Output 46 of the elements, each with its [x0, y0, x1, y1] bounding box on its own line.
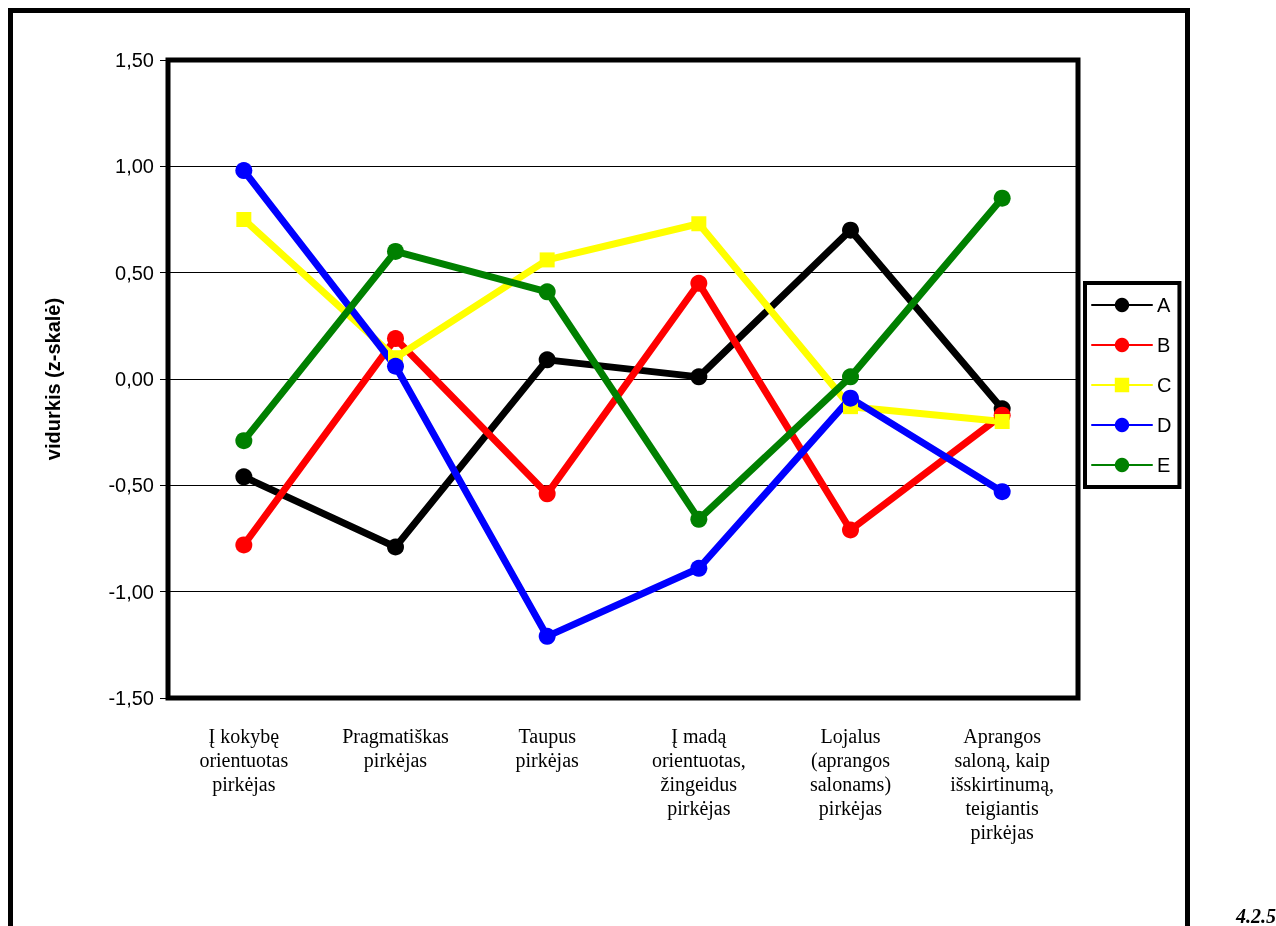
point: [842, 368, 859, 386]
x-tick-label: Pragmatiškas pirkėjas: [342, 725, 450, 772]
point: [842, 521, 859, 539]
point: [236, 212, 252, 227]
point: [690, 510, 708, 528]
point: [690, 559, 708, 577]
point: [387, 538, 404, 556]
y-tick-label: 0,00: [115, 368, 154, 390]
y-tick-label: -1,50: [108, 687, 154, 709]
y-tick-label: -0,50: [108, 474, 154, 497]
legend-label: D: [1157, 414, 1172, 436]
x-tick-label: Į madą orientuotas, žingeidus pirkėjas: [651, 725, 746, 820]
legend-label: B: [1157, 334, 1171, 356]
y-tick-label: -1,00: [108, 580, 154, 603]
legend-label: A: [1157, 294, 1171, 316]
x-tick-label: Į kokybę orientuotas pirkėjas: [199, 725, 289, 796]
y-tick-label: 1,50: [115, 49, 154, 71]
point: [387, 330, 404, 348]
x-tick-label: Lojalus (aprangos salonams) pirkėjas: [809, 725, 892, 820]
point: [842, 389, 859, 407]
y-tick-label: 1,00: [115, 155, 154, 178]
point: [235, 432, 253, 450]
point: [690, 368, 708, 386]
point: [538, 627, 556, 645]
legend-label: C: [1157, 374, 1172, 396]
x-tick-label: Aprangos saloną, kaip išskirtinumą, teigiantis pirkėjas: [950, 725, 1055, 844]
point: [691, 216, 707, 232]
point: [538, 485, 556, 503]
point: [235, 162, 253, 180]
text: 4.2.5: [1235, 905, 1276, 926]
point: [538, 351, 556, 369]
point: [994, 414, 1010, 430]
point: [993, 189, 1011, 207]
y-axis-title: vidurkis (z-skalė): [42, 297, 64, 461]
x-tick-label: Taupus pirkėjas: [515, 725, 580, 772]
point: [235, 468, 253, 486]
y-tick-label: 0,50: [115, 261, 154, 284]
point: [539, 252, 555, 268]
point: [387, 242, 404, 260]
point: [538, 283, 556, 301]
point: [690, 274, 708, 292]
point: [842, 221, 859, 239]
point: [235, 536, 253, 554]
legend-label: E: [1157, 454, 1171, 476]
point: [387, 357, 404, 375]
point: [993, 483, 1011, 501]
